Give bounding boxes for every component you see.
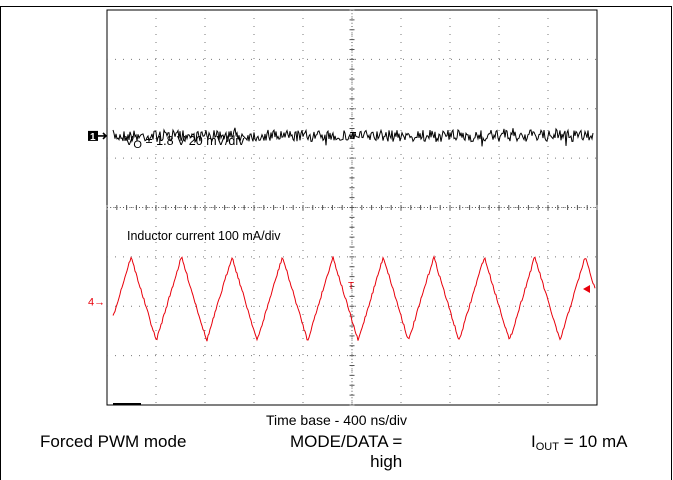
mode-data-line2: high (370, 452, 403, 471)
voltage-trace (112, 127, 594, 147)
trigger-marker-current: T (348, 281, 354, 292)
scope-markers: 1 4→ T T (88, 130, 590, 405)
current-trace (112, 254, 596, 342)
trigger-level-arrow (583, 284, 590, 293)
current-trace-label: Inductor current 100 mA/div (127, 229, 281, 243)
figure-frame (0, 6, 672, 480)
time-base-label: Time base - 400 ns/div (265, 412, 408, 428)
channel-1-marker-box (88, 130, 98, 141)
iout-caption: IOUT = 10 mA (531, 432, 628, 453)
voltage-trace-label: VO = 1.8 V 20 mV/div (125, 134, 245, 151)
channel-1-marker-text: 1 (90, 132, 96, 143)
mode-data-line1: MODE/DATA = (290, 432, 403, 451)
trigger-marker-voltage: T (350, 131, 356, 142)
mode-caption: Forced PWM mode (40, 432, 187, 451)
channel-1-marker-arrow (98, 132, 108, 140)
mode-data-caption: MODE/DATA = high (290, 432, 402, 472)
scope-grid (106, 9, 598, 406)
channel-4-marker-text: 4→ (88, 296, 105, 308)
scope-traces (112, 127, 596, 342)
oscilloscope-plot: 1 4→ T T (88, 9, 598, 406)
